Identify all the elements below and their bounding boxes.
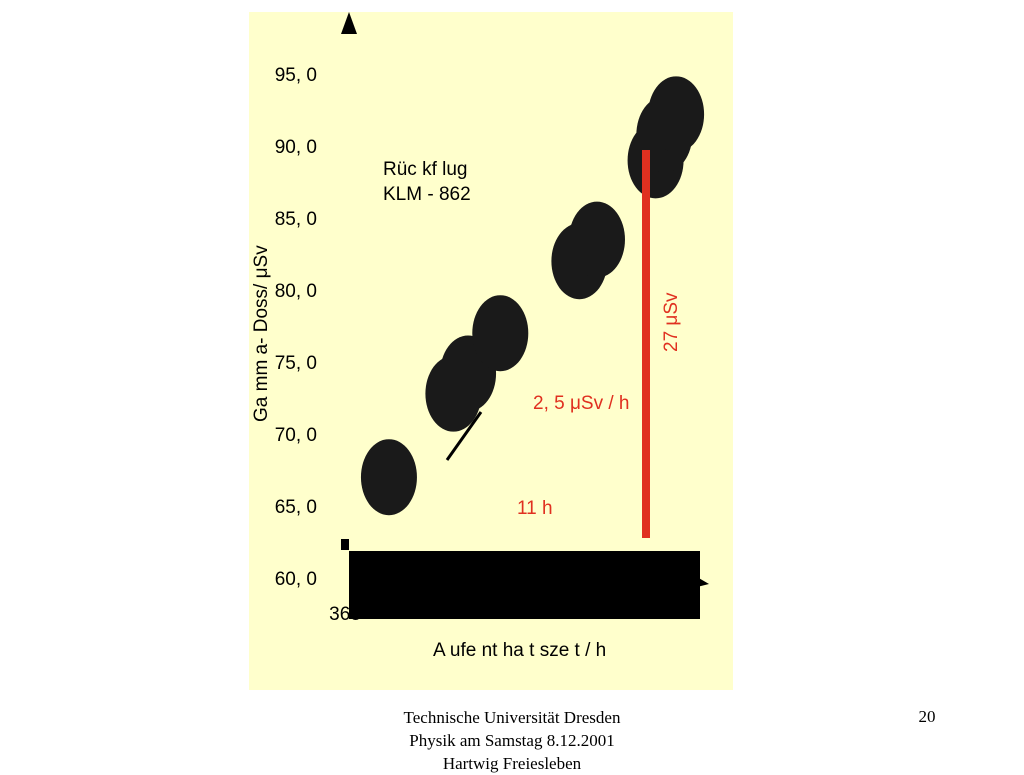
y-axis-arrow xyxy=(341,12,357,34)
data-point xyxy=(568,201,625,278)
data-point xyxy=(648,76,705,153)
chart: 95, 0 90, 0 85, 0 80, 0 75, 0 70, 0 65, 0 60, 0… xyxy=(251,12,709,661)
flight-label-1: Rüc kf lug xyxy=(383,159,467,180)
footer-institution: Technische Universität Dresden xyxy=(403,708,621,727)
footer-author: Hartwig Freiesleben xyxy=(442,754,582,773)
trend-line xyxy=(445,411,483,461)
x-axis-cover-block xyxy=(349,551,700,619)
dose-bar xyxy=(642,150,650,538)
rate-annotation: 2, 5 μSv / h xyxy=(533,393,630,414)
dose-annotation: 27 μSv xyxy=(661,292,682,352)
footer-event: Physik am Samstag 8.12.2001 xyxy=(409,731,615,750)
y-tick-label: 95, 0 xyxy=(275,65,317,86)
y-tick-label: 90, 0 xyxy=(275,137,317,158)
y-tick-label: 85, 0 xyxy=(275,209,317,230)
y-tick-label: 65, 0 xyxy=(275,497,317,518)
x-axis-origin-marker xyxy=(341,539,349,550)
x-axis-label: A ufe nt ha t sze t / h xyxy=(433,640,606,661)
plot-panel: 95, 0 90, 0 85, 0 80, 0 75, 0 70, 0 65, 0 60, 0… xyxy=(249,12,733,690)
data-point xyxy=(360,439,417,516)
flight-label-2: KLM - 862 xyxy=(383,184,471,205)
duration-annotation: 11 h xyxy=(517,498,553,519)
y-tick-label: 75, 0 xyxy=(275,353,317,374)
y-axis-label: Ga mm a- Doss/ μSv xyxy=(251,245,272,422)
page-number: 20 xyxy=(918,707,936,726)
y-tick-label: 80, 0 xyxy=(275,281,317,302)
y-tick-label: 60, 0 xyxy=(275,569,317,590)
y-tick-label: 70, 0 xyxy=(275,425,317,446)
data-point xyxy=(472,295,529,372)
